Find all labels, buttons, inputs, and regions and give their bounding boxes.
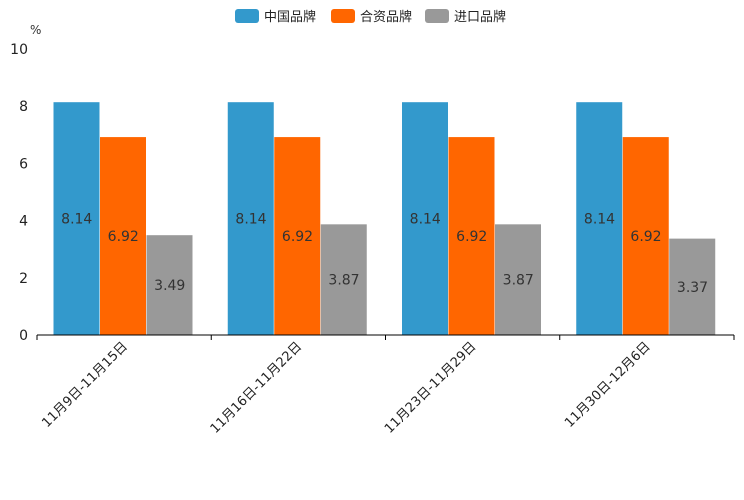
bar-value-label: 3.37 [677,280,708,296]
x-tick-label: 11月9日-11月15日 [39,339,131,431]
bar-value-label: 8.14 [410,212,441,228]
bar-value-label: 6.92 [108,229,139,245]
legend-swatch-2 [331,9,355,23]
bar-value-label: 6.92 [456,229,487,245]
bar-value-label: 8.14 [235,212,266,228]
bar-value-label: 8.14 [584,212,615,228]
y-axis: 0 2 4 6 8 10 [10,42,28,344]
legend-swatch-1 [235,9,259,23]
legend-label-1: 中国品牌 [264,9,316,25]
bar-value-label: 8.14 [61,212,92,228]
x-tick-label: 11月16日-11月22日 [208,339,305,436]
bar-value-label: 3.49 [154,278,185,294]
x-tick-label: 11月23日-11月29日 [382,339,479,436]
y-tick-label: 2 [19,271,28,287]
bar-2-1 [100,137,146,335]
bar-1-3 [402,102,448,335]
bar-1-4 [576,102,623,335]
bar-3-3 [495,224,541,335]
legend: 中国品牌 合资品牌 进口品牌 [235,9,506,25]
bar-value-label: 3.87 [503,273,534,289]
bar-value-label: 3.87 [328,273,359,289]
bar-3-1 [146,235,193,335]
bar-value-label: 6.92 [282,229,313,245]
y-tick-label: 8 [19,99,28,115]
y-tick-label: 6 [19,156,28,172]
bar-2-4 [622,137,669,335]
x-tick-label: 11月30日-12月6日 [562,339,654,431]
legend-label-3: 进口品牌 [454,9,506,25]
x-axis: 11月9日-11月15日 11月16日-11月22日 11月23日-11月29日 11… [36,334,735,437]
bar-2-3 [448,137,495,335]
legend-label-2: 合资品牌 [360,9,412,25]
bar-value-label: 6.92 [630,229,661,245]
y-tick-label: 0 [19,328,28,344]
bar-2-2 [274,137,321,335]
bar-3-4 [669,238,716,335]
bars: 8.14 6.92 3.49 8.14 6.92 3.87 8.14 6.92 3.87 8.14… [53,102,716,335]
y-tick-label: 4 [19,214,28,230]
legend-swatch-3 [425,9,449,23]
bar-1-2 [227,102,274,335]
bar-1-1 [53,102,100,335]
bar-3-2 [320,224,367,335]
y-tick-label: 10 [10,42,28,58]
y-axis-unit-label: % [30,23,41,37]
